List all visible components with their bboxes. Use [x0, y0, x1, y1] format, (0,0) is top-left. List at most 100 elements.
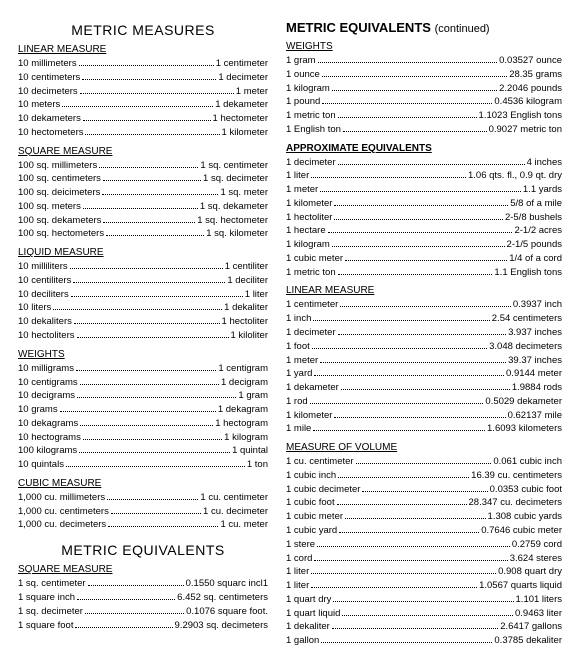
conversion-row: 1 hectare2-1/2 acres	[286, 224, 562, 238]
conversion-left: 1 stere	[286, 538, 315, 552]
conversion-right: 0.1550 squarc incl1	[186, 577, 268, 591]
conversion-right: 1 cu. centimeter	[200, 491, 268, 505]
conversion-row: 1 meter1.1 yards	[286, 183, 562, 197]
section-heading: SQUARE MEASURE	[18, 146, 268, 157]
conversion-row: 10 centigrams1 decigram	[18, 376, 268, 390]
leader-dots	[85, 128, 219, 135]
conversion-right: 2-1/2 acres	[514, 224, 562, 238]
leader-dots	[80, 378, 219, 385]
conversion-right: 1 dekameter	[215, 98, 268, 112]
leader-dots	[338, 328, 506, 335]
conversion-row: 1 gram0.03527 ounce	[286, 54, 562, 68]
leader-dots	[312, 342, 487, 349]
conversion-right: 2.54 centimeters	[492, 312, 562, 326]
leader-dots	[102, 188, 218, 195]
leader-dots	[320, 356, 506, 363]
leader-dots	[103, 216, 195, 223]
leader-dots	[79, 59, 214, 66]
conversion-right: 1 sq. centimeter	[200, 159, 268, 173]
conversion-row: 1,000 cu. millimeters1 cu. centimeter	[18, 491, 268, 505]
conversion-left: 1 meter	[286, 354, 318, 368]
leader-dots	[76, 364, 216, 371]
leader-dots	[338, 111, 477, 118]
conversion-row: 1 mile1.6093 kilometers	[286, 422, 562, 436]
conversion-left: 1 gram	[286, 54, 316, 68]
conversion-row: 10 dekaliters1 hectoliter	[18, 315, 268, 329]
conversion-right: 1 kiloliter	[231, 329, 269, 343]
conversion-left: 10 grams	[18, 403, 58, 417]
conversion-left: 10 millimeters	[18, 57, 77, 71]
leader-dots	[311, 568, 496, 575]
leader-dots	[322, 98, 492, 105]
conversion-right: 1 kilogram	[224, 431, 268, 445]
conversion-right: 1.1 yards	[523, 183, 562, 197]
conversion-row: 10 meters1 dekameter	[18, 98, 268, 112]
title-continued-part: (continued)	[435, 23, 490, 35]
conversion-left: 10 deciliters	[18, 288, 69, 302]
leader-dots	[341, 383, 510, 390]
conversion-left: 1 sq. decimeter	[18, 605, 83, 619]
title-bold-part: METRIC EQUIVALENTS	[286, 20, 431, 35]
leader-dots	[337, 499, 467, 506]
leader-dots	[77, 392, 236, 399]
leader-dots	[318, 56, 498, 63]
conversion-left: 1 kilometer	[286, 197, 332, 211]
conversion-right: 0.9144 meter	[506, 367, 562, 381]
conversion-right: 1 kilometer	[222, 126, 268, 140]
conversion-left: 1 decimeter	[286, 156, 336, 170]
conversion-row: 1 cubic meter1.308 cubic yards	[286, 510, 562, 524]
conversion-row: 1,000 cu. centimeters1 cu. decimeter	[18, 505, 268, 519]
conversion-right: 1 hectoliter	[222, 315, 268, 329]
conversion-row: 100 sq. meters1 sq. dekameter	[18, 200, 268, 214]
conversion-row: 1 gallon0.3785 dekaliter	[286, 634, 562, 648]
leader-dots	[356, 458, 492, 465]
conversion-left: 1,000 cu. decimeters	[18, 518, 106, 532]
leader-dots	[80, 87, 234, 94]
conversion-left: 1 rod	[286, 395, 308, 409]
conversion-left: 1 centimeter	[286, 298, 338, 312]
leader-dots	[345, 513, 486, 520]
conversion-row: 10 quintals1 ton	[18, 458, 268, 472]
conversion-row: 1 stere0.2759 cord	[286, 538, 562, 552]
conversion-right: 1 decigram	[221, 376, 268, 390]
leader-dots	[332, 241, 505, 248]
leader-dots	[106, 230, 204, 237]
conversion-row: 10 dekameters1 hectometer	[18, 112, 268, 126]
conversion-left: 10 liters	[18, 301, 51, 315]
conversion-left: 1 cubic decimeter	[286, 483, 360, 497]
conversion-row: 1 cord3.624 steres	[286, 552, 562, 566]
leader-dots	[311, 581, 477, 588]
conversion-row: 1 square inch6.452 sq. centimeters	[18, 591, 268, 605]
conversion-right: 28.347 cu. decimeters	[469, 496, 562, 510]
leader-dots	[317, 540, 510, 547]
leader-dots	[338, 268, 493, 275]
conversion-right: 6.452 sq. centimeters	[177, 591, 268, 605]
section-heading: SQUARE MEASURE	[18, 564, 268, 575]
conversion-right: 1 sq. decimeter	[203, 172, 268, 186]
conversion-right: 1 sq. kilometer	[206, 227, 268, 241]
conversion-left: 1 dekaliter	[286, 620, 330, 634]
leader-dots	[345, 254, 507, 261]
leader-dots	[73, 276, 225, 283]
leader-dots	[340, 301, 511, 308]
conversion-row: 1 metric ton1.1023 English tons	[286, 109, 562, 123]
leader-dots	[99, 161, 198, 168]
conversion-right: 0.061 cubic inch	[493, 455, 562, 469]
conversion-right: 1 cu. meter	[220, 518, 268, 532]
conversion-left: 10 dekagrams	[18, 417, 78, 431]
leader-dots	[83, 202, 198, 209]
conversion-row: 100 sq. centimeters1 sq. decimeter	[18, 172, 268, 186]
conversion-row: 1 cubic yard0.7646 cubic meter	[286, 524, 562, 538]
leader-dots	[79, 447, 230, 454]
section-heading: APPROXIMATE EQUIVALENTS	[286, 143, 562, 154]
leader-dots	[313, 315, 489, 322]
conversion-right: 1/4 of a cord	[509, 252, 562, 266]
leader-dots	[314, 554, 507, 561]
conversion-left: 1 kilometer	[286, 409, 332, 423]
conversion-right: 2.6417 gallons	[500, 620, 562, 634]
conversion-left: 1 cubic meter	[286, 252, 343, 266]
conversion-left: 1 kilogram	[286, 238, 330, 252]
conversion-right: 0.62137 mile	[508, 409, 562, 423]
conversion-row: 1 sq. centimeter0.1550 squarc incl1	[18, 577, 268, 591]
conversion-right: 0.9463 liter	[515, 607, 562, 621]
